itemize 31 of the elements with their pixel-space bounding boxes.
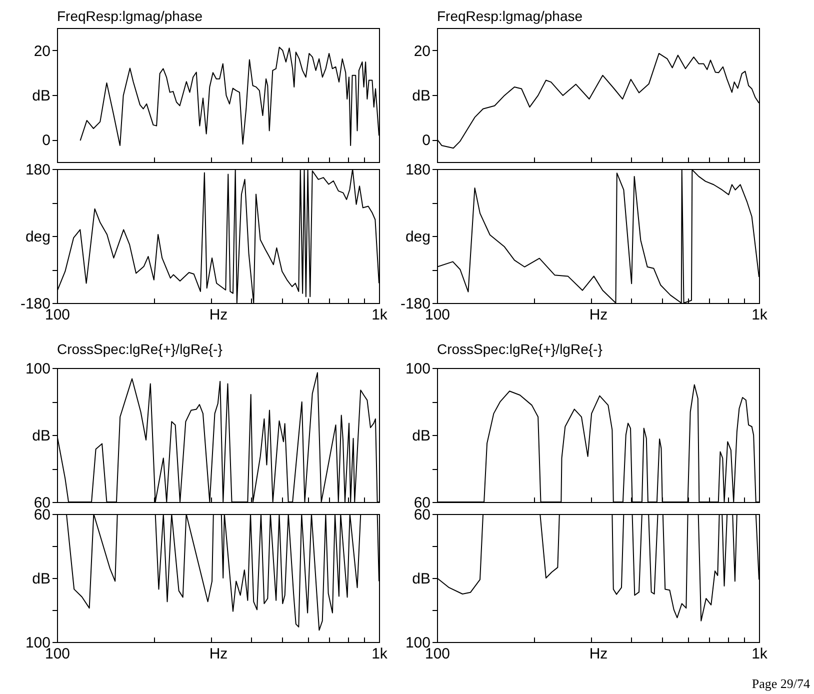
y-tick-label: 100 <box>25 360 50 378</box>
y-tick-label: 20 <box>414 42 430 60</box>
x-axis-title: Hz <box>209 306 228 324</box>
x-axis-title: Hz <box>589 306 608 324</box>
y-tick-label: deg <box>405 228 430 246</box>
chart-title: FreqResp:lgmag/phase <box>57 8 203 24</box>
y-tick-label: 20 <box>34 42 50 60</box>
y-tick-label: 180 <box>25 162 50 178</box>
x-tick-label: 1k <box>752 306 768 324</box>
y-tick-label: 0 <box>42 132 50 150</box>
y-tick-label: dB <box>32 88 50 104</box>
y-tick-label: 180 <box>405 162 430 178</box>
y-tick-label: dB <box>412 88 430 104</box>
x-tick-label: 1k <box>372 306 388 324</box>
y-tick-label: dB <box>32 570 50 588</box>
x-tick-label: 1k <box>372 646 388 662</box>
x-axis-title: Hz <box>589 646 608 662</box>
y-tick-label: 60 <box>414 506 430 524</box>
chart-title: FreqResp:lgmag/phase <box>437 8 583 24</box>
y-tick-label: 100 <box>405 360 430 378</box>
y-tick-label: 60 <box>34 506 50 524</box>
x-tick-label: 1k <box>752 646 768 662</box>
chart-title: CrossSpec:lgRe{+}/lgRe{-} <box>437 341 603 357</box>
y-tick-label: 0 <box>422 132 430 150</box>
chart-title: CrossSpec:lgRe{+}/lgRe{-} <box>57 341 223 357</box>
y-tick-label: dB <box>412 570 430 588</box>
x-axis-title: Hz <box>209 646 228 662</box>
text: Page 29/74 <box>752 676 810 692</box>
y-tick-label: dB <box>412 428 430 444</box>
y-tick-label: deg <box>25 228 50 246</box>
y-tick-label: dB <box>32 428 50 444</box>
